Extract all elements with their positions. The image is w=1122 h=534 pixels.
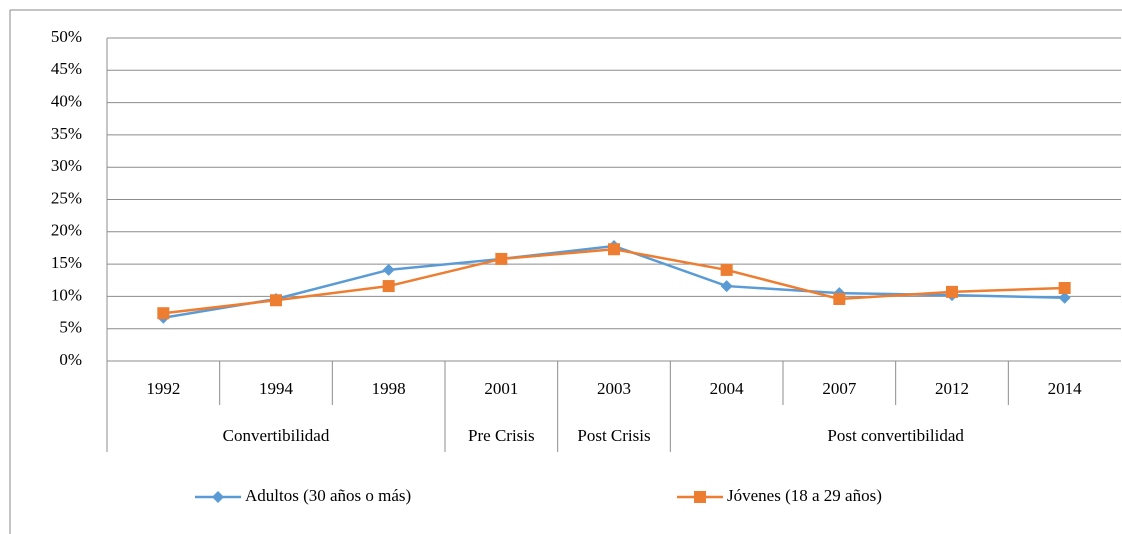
x-tick-label: 2012 — [935, 379, 969, 398]
x-tick-label: 2014 — [1048, 379, 1083, 398]
series-line — [163, 247, 1065, 315]
marker — [382, 263, 395, 276]
y-tick-label: 40% — [51, 92, 82, 111]
x-tick-label: 1994 — [259, 379, 294, 398]
y-tick-label: 0% — [59, 350, 82, 369]
marker — [720, 280, 733, 293]
y-tick-label: 35% — [51, 124, 82, 143]
y-tick-label: 15% — [51, 253, 82, 272]
legend-label: Jóvenes (18 a 29 años) — [727, 486, 882, 505]
group-label: Post Crisis — [577, 426, 650, 445]
marker — [212, 491, 224, 503]
y-tick-label: 5% — [59, 318, 82, 337]
y-tick-label: 20% — [51, 221, 82, 240]
marker — [157, 307, 170, 320]
marker — [608, 243, 620, 256]
x-tick-label: 1992 — [146, 379, 180, 398]
x-tick-label: 2001 — [484, 379, 518, 398]
marker — [495, 252, 508, 265]
y-tick-label: 50% — [51, 27, 82, 46]
x-tick-label: 2003 — [597, 379, 631, 398]
legend-label: Adultos (30 años o más) — [245, 486, 411, 505]
group-label: Convertibilidad — [223, 426, 330, 445]
marker — [946, 285, 958, 298]
marker — [694, 491, 706, 503]
group-label: Post convertibilidad — [827, 426, 964, 445]
marker — [720, 263, 733, 276]
y-tick-label: 45% — [51, 59, 82, 78]
x-tick-label: 2004 — [710, 379, 745, 398]
marker — [1058, 282, 1071, 295]
x-tick-label: 2007 — [822, 379, 857, 398]
marker — [382, 280, 395, 293]
y-tick-label: 10% — [51, 285, 82, 304]
marker — [833, 292, 846, 305]
y-tick-label: 25% — [51, 188, 82, 207]
y-tick-label: 30% — [51, 156, 82, 175]
series-line — [163, 244, 1065, 319]
group-label: Pre Crisis — [468, 426, 535, 445]
marker — [1058, 291, 1071, 304]
x-tick-label: 1998 — [372, 379, 406, 398]
marker — [270, 294, 282, 307]
